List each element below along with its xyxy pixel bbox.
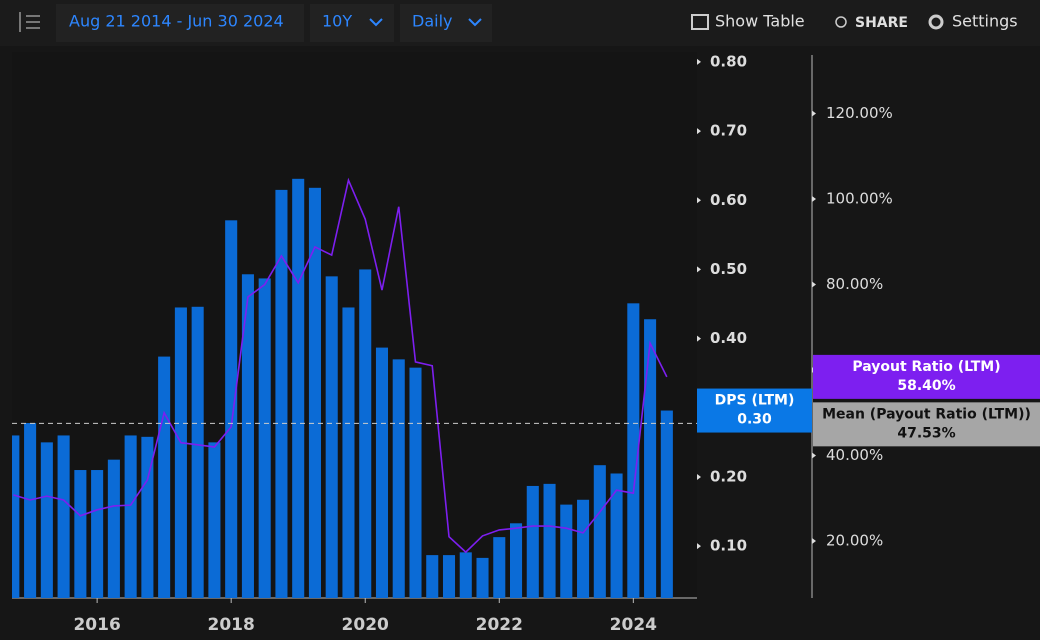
bar bbox=[308, 187, 321, 599]
bar bbox=[74, 470, 87, 598]
y2-tick-label: 80.00% bbox=[826, 275, 883, 293]
bar bbox=[660, 410, 673, 598]
x-tick-label: 2018 bbox=[208, 615, 255, 635]
bar bbox=[627, 303, 640, 598]
dps-label-name: DPS (LTM) bbox=[715, 393, 795, 409]
bar bbox=[442, 555, 456, 598]
bar bbox=[509, 523, 523, 598]
y-tick-label: 0.40 bbox=[710, 329, 747, 347]
show-table[interactable]: Show Table bbox=[715, 12, 805, 31]
y2-tick bbox=[812, 110, 816, 117]
y-tick bbox=[697, 197, 701, 204]
bar bbox=[208, 442, 221, 598]
x-tick-label: 2024 bbox=[610, 615, 657, 635]
y-tick bbox=[697, 128, 701, 135]
bar bbox=[359, 269, 372, 598]
y-tick-label: 0.60 bbox=[710, 191, 747, 209]
bar bbox=[158, 356, 171, 598]
period[interactable]: 10Y bbox=[322, 12, 352, 31]
bar bbox=[526, 485, 539, 598]
share-icon[interactable] bbox=[835, 16, 847, 28]
frequency[interactable]: Daily bbox=[412, 12, 452, 31]
y-tick-label: 0.80 bbox=[710, 52, 747, 70]
bar bbox=[57, 435, 70, 598]
bar bbox=[174, 307, 187, 598]
bar bbox=[292, 178, 305, 598]
bar bbox=[225, 220, 238, 598]
bar bbox=[476, 557, 489, 598]
bar bbox=[543, 483, 556, 598]
table-icon[interactable] bbox=[691, 14, 709, 30]
date-range[interactable]: Aug 21 2014 - Jun 30 2024 bbox=[69, 12, 284, 31]
bar bbox=[426, 555, 439, 598]
bar bbox=[24, 422, 37, 598]
bar bbox=[610, 473, 623, 598]
y2-tick bbox=[812, 538, 816, 545]
bar bbox=[493, 537, 506, 598]
bar bbox=[375, 347, 389, 598]
y-tick-label: 0.70 bbox=[710, 122, 747, 140]
y2-tick-label: 120.00% bbox=[826, 104, 893, 122]
date-button[interactable] bbox=[56, 4, 304, 42]
settings-icon[interactable] bbox=[928, 14, 944, 30]
y-tick-label: 0.10 bbox=[710, 537, 747, 555]
bar bbox=[12, 435, 20, 598]
bar bbox=[459, 552, 472, 598]
bar bbox=[392, 359, 405, 598]
bar bbox=[342, 307, 355, 598]
bar bbox=[593, 465, 606, 598]
y-tick bbox=[697, 335, 701, 342]
back-icon[interactable] bbox=[19, 12, 40, 32]
bar bbox=[124, 435, 137, 598]
bar bbox=[91, 470, 104, 598]
period-button[interactable] bbox=[310, 4, 394, 42]
y-tick-label: 0.50 bbox=[710, 260, 747, 278]
chevron bbox=[369, 18, 383, 27]
bar bbox=[560, 504, 573, 598]
y-tick bbox=[697, 58, 701, 65]
y-tick-label: 0.20 bbox=[710, 467, 747, 485]
x-tick-label: 2020 bbox=[342, 615, 389, 635]
bar bbox=[644, 319, 657, 598]
dps-label-value: 0.30 bbox=[737, 412, 772, 428]
bar bbox=[409, 367, 422, 598]
bar bbox=[107, 459, 120, 598]
y-tick bbox=[697, 473, 701, 480]
bar bbox=[577, 499, 590, 598]
bar bbox=[275, 189, 288, 598]
payout-label-name: Payout Ratio (LTM) bbox=[852, 359, 1000, 375]
y2-tick-label: 20.00% bbox=[826, 532, 883, 550]
bar bbox=[325, 276, 338, 598]
y-tick bbox=[697, 266, 701, 273]
y2-tick bbox=[812, 196, 816, 203]
line bbox=[13, 177, 668, 554]
y2-tick-label: 100.00% bbox=[826, 190, 893, 208]
y-tick bbox=[697, 543, 701, 550]
x-tick-label: 2022 bbox=[476, 615, 523, 635]
x-tick-label: 2016 bbox=[73, 615, 120, 635]
y2-tick bbox=[812, 281, 816, 288]
bar bbox=[191, 306, 204, 598]
bar bbox=[40, 442, 53, 598]
bar bbox=[241, 274, 254, 598]
settings[interactable]: Settings bbox=[952, 12, 1018, 31]
bar bbox=[258, 278, 271, 598]
dps-label-box bbox=[697, 388, 812, 433]
y2-tick bbox=[812, 452, 816, 459]
mean-label-value: 47.53% bbox=[897, 425, 955, 441]
chevron bbox=[468, 18, 482, 27]
bar bbox=[141, 436, 154, 598]
y2-tick-label: 40.00% bbox=[826, 446, 883, 464]
share[interactable]: SHARE bbox=[855, 15, 908, 31]
mean-label-box bbox=[813, 402, 1040, 447]
mean-label-name: Mean (Payout Ratio (LTM)) bbox=[822, 406, 1031, 422]
payout-label-value: 58.40% bbox=[897, 378, 955, 394]
payout-label-box bbox=[813, 354, 1040, 399]
